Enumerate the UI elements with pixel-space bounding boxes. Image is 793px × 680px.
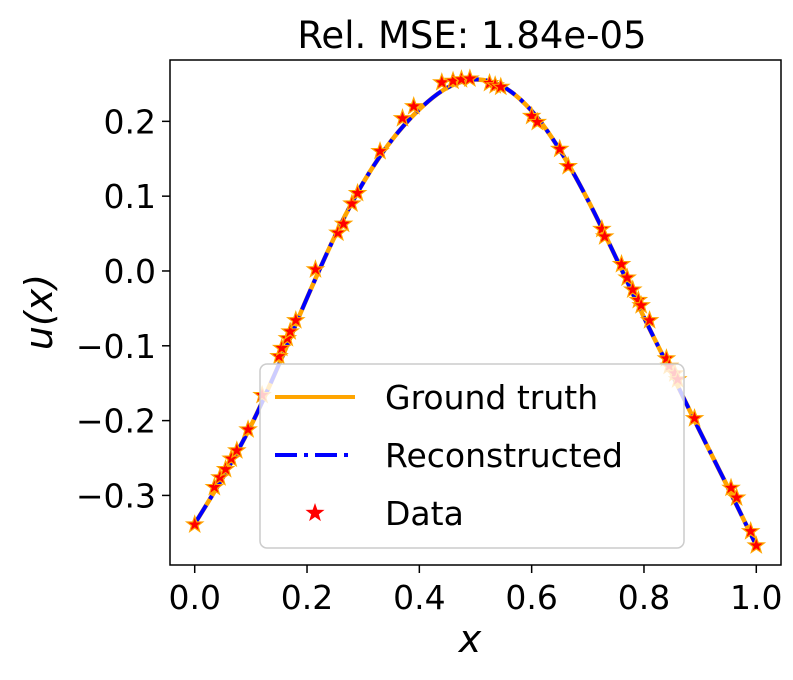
data-point — [594, 226, 615, 245]
legend-label-data: Data — [385, 494, 464, 533]
y-tick-label: −0.3 — [76, 476, 156, 515]
data-point — [227, 440, 247, 459]
data-point — [611, 253, 632, 273]
y-axis-label: u(x) — [17, 274, 61, 350]
data-point — [333, 213, 354, 233]
data-point — [631, 295, 651, 314]
data-point — [558, 155, 578, 175]
x-tick-label: 0.0 — [168, 578, 220, 617]
y-tick-label: 0.0 — [104, 252, 156, 291]
x-tick-label: 0.8 — [618, 578, 670, 617]
data-point — [656, 348, 677, 367]
x-axis-label: x — [458, 617, 482, 661]
data-point — [721, 477, 741, 497]
data-point — [617, 267, 637, 287]
legend-label-reconstructed: Reconstructed — [385, 436, 623, 475]
data-point — [460, 68, 480, 88]
chart-title: Rel. MSE: 1.84e-05 — [297, 14, 646, 57]
data-point — [271, 337, 292, 357]
data-point — [684, 408, 705, 427]
x-tick-label: 0.2 — [281, 578, 333, 617]
y-tick-label: −0.1 — [76, 327, 156, 366]
data-point — [204, 476, 225, 496]
plot-frame — [169, 59, 782, 566]
y-axis-ticks: −0.3 −0.2 −0.1 0.0 0.1 0.2 — [76, 102, 170, 515]
legend-label-ground-truth: Ground truth — [385, 378, 598, 417]
x-tick-label: 0.4 — [393, 578, 445, 617]
legend: Ground truth Reconstructed Data — [259, 363, 685, 549]
data-point — [347, 182, 368, 202]
data-point — [527, 111, 548, 131]
legend-box — [259, 363, 685, 549]
data-point — [549, 138, 570, 158]
x-tick-label: 0.6 — [505, 578, 557, 617]
data-point — [592, 218, 612, 238]
y-tick-label: 0.2 — [104, 102, 156, 141]
data-point — [622, 279, 643, 299]
y-tick-label: −0.2 — [76, 402, 156, 441]
data-point — [342, 193, 362, 213]
data-point — [403, 96, 424, 115]
data-point — [740, 520, 761, 540]
data-point — [280, 321, 300, 340]
data-point — [238, 419, 258, 438]
data-point — [328, 222, 348, 242]
data-point — [215, 458, 236, 478]
data-point — [285, 310, 306, 329]
legend-data-star-icon — [305, 503, 325, 522]
x-axis-ticks: 0.0 0.2 0.4 0.6 0.8 1.0 — [168, 565, 783, 617]
data-point — [490, 76, 511, 96]
data-point — [639, 310, 660, 329]
data-point — [392, 108, 413, 127]
data-point — [726, 487, 747, 507]
y-tick-label: 0.1 — [104, 177, 156, 216]
x-tick-label: 1.0 — [730, 578, 782, 617]
data-point — [305, 259, 326, 278]
data-point — [370, 140, 390, 160]
data-point — [746, 535, 767, 554]
data-point — [184, 514, 205, 533]
